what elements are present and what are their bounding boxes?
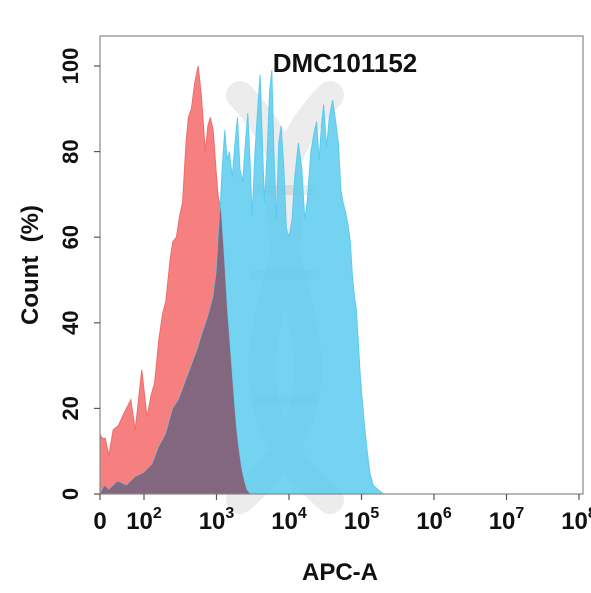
x-tick-label: 0 — [93, 508, 106, 535]
x-tick-label: 105 — [344, 505, 380, 535]
y-tick-label: 40 — [58, 311, 83, 335]
y-tick-label: 20 — [58, 396, 83, 420]
y-tick-label: 100 — [58, 48, 83, 85]
y-tick-label: 60 — [58, 225, 83, 249]
y-tick-label: 0 — [58, 488, 83, 500]
plot-frame — [99, 35, 584, 495]
y-axis-label: Count (%) — [17, 205, 44, 325]
x-tick-label: 102 — [126, 505, 162, 535]
x-tick-label: 108 — [561, 505, 591, 535]
chart-title: DMC101152 — [273, 48, 418, 78]
x-tick-label: 107 — [489, 505, 525, 535]
x-tick-label: 104 — [271, 505, 307, 535]
x-tick-label: 103 — [199, 505, 235, 535]
y-tick-label: 80 — [58, 139, 83, 163]
x-axis-label: APC-A — [302, 559, 378, 586]
x-tick-label: 106 — [416, 505, 452, 535]
